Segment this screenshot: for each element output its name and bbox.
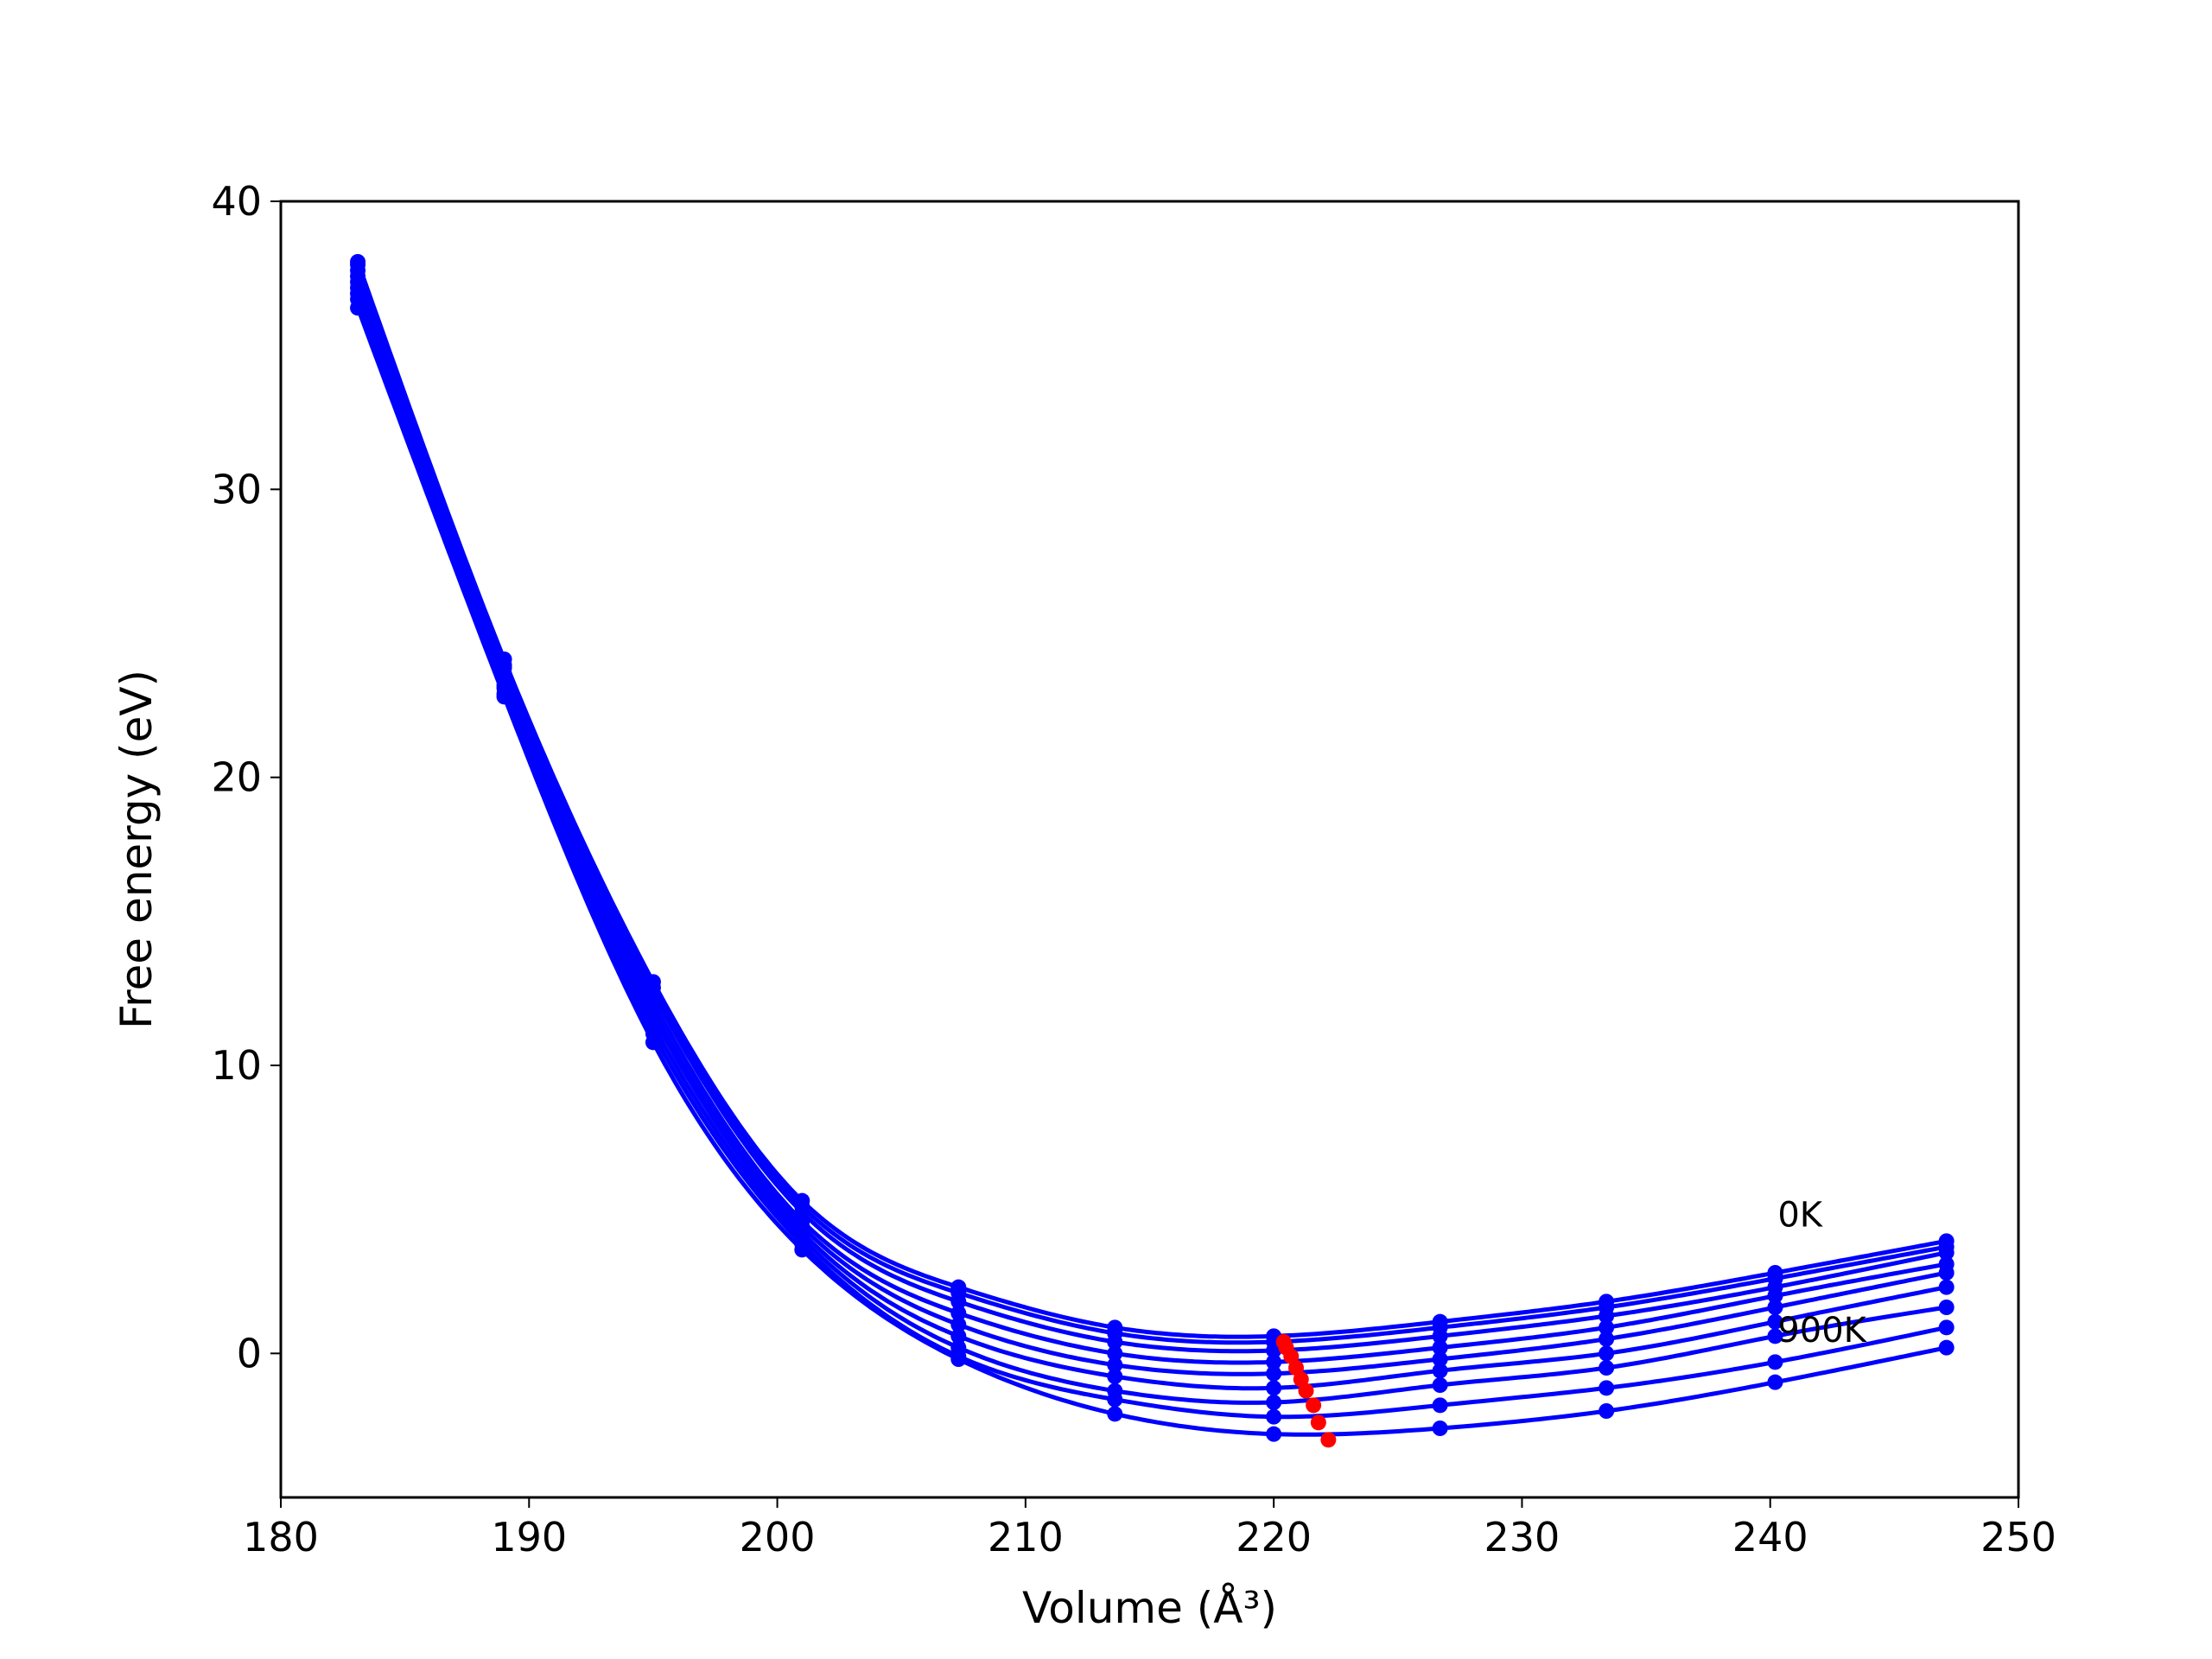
data-point <box>1107 1334 1123 1350</box>
x-tick-label: 240 <box>1732 1514 1808 1560</box>
data-point <box>950 1328 967 1344</box>
x-tick-label: 180 <box>243 1514 319 1560</box>
x-tick-label: 250 <box>1980 1514 2056 1560</box>
y-tick-label: 30 <box>211 466 262 512</box>
data-point <box>794 1242 810 1258</box>
data-point <box>1767 1354 1783 1370</box>
x-tick-label: 220 <box>1236 1514 1312 1560</box>
curve-annotation: 900K <box>1777 1311 1867 1351</box>
data-point <box>1432 1351 1448 1367</box>
data-point <box>1266 1365 1282 1382</box>
data-point <box>1767 1374 1783 1390</box>
data-point <box>1107 1406 1123 1422</box>
data-point <box>1938 1265 1955 1281</box>
data-point <box>1938 1339 1955 1356</box>
data-point <box>1767 1287 1783 1304</box>
data-point <box>950 1305 967 1321</box>
series-line-0 <box>355 261 1948 1339</box>
data-point <box>645 1034 661 1051</box>
series-line-3 <box>355 275 1948 1365</box>
axes-frame <box>279 200 2020 1499</box>
x-axis-label: Volume (Å³) <box>1022 1583 1277 1633</box>
x-tick-label: 190 <box>491 1514 567 1560</box>
minimum-point <box>1298 1382 1314 1399</box>
data-point <box>1266 1354 1282 1370</box>
data-point <box>1938 1244 1955 1261</box>
y-axis-label: Free energy (eV) <box>111 670 162 1029</box>
data-point <box>1767 1313 1783 1330</box>
data-point <box>1266 1408 1282 1425</box>
data-point <box>1767 1300 1783 1315</box>
x-tick-label: 230 <box>1484 1514 1560 1560</box>
data-point <box>1107 1369 1123 1384</box>
series-line-5 <box>355 287 1948 1391</box>
data-point <box>1767 1328 1783 1344</box>
data-point <box>1432 1397 1448 1414</box>
data-point <box>1599 1345 1615 1362</box>
x-tick-label: 210 <box>988 1514 1064 1560</box>
y-axis-ticks: 0 10 20 30 40 <box>211 178 281 1376</box>
plot-area <box>350 254 1955 1442</box>
data-point <box>1599 1403 1615 1419</box>
y-tick-label: 40 <box>211 178 262 225</box>
x-axis-ticks: 180 190 200 210 220 230 240 250 <box>243 1497 2056 1560</box>
data-point <box>1107 1391 1123 1408</box>
data-point <box>1432 1339 1448 1356</box>
data-point <box>950 1317 967 1332</box>
data-point <box>1938 1279 1955 1295</box>
data-point <box>1599 1308 1615 1324</box>
minimum-point <box>1306 1397 1322 1414</box>
data-point <box>1432 1363 1448 1379</box>
data-point <box>1107 1345 1123 1362</box>
data-point <box>350 300 366 316</box>
data-point <box>1432 1421 1448 1436</box>
minima-points <box>1275 1334 1337 1448</box>
data-point <box>950 1294 967 1310</box>
data-point <box>1432 1328 1448 1344</box>
curve-annotation: 0K <box>1777 1196 1823 1236</box>
data-point <box>1266 1380 1282 1396</box>
y-tick-label: 20 <box>211 754 262 801</box>
data-point <box>950 1351 967 1367</box>
data-point <box>1432 1377 1448 1393</box>
series-line-7 <box>355 298 1948 1420</box>
data-point <box>1599 1331 1615 1347</box>
data-point <box>1266 1426 1282 1442</box>
x-tick-label: 200 <box>740 1514 816 1560</box>
series-line-1 <box>355 264 1948 1345</box>
data-point <box>1107 1357 1123 1373</box>
y-tick-label: 10 <box>211 1042 262 1089</box>
series-line-4 <box>355 281 1948 1376</box>
data-point <box>1599 1380 1615 1396</box>
annotations: 0K 900K <box>1777 1196 1867 1351</box>
series-line-6 <box>355 292 1948 1405</box>
data-point <box>1938 1300 1955 1315</box>
minimum-point <box>1320 1432 1337 1448</box>
data-point <box>496 689 512 705</box>
data-point <box>1938 1319 1955 1336</box>
series-line-2 <box>355 270 1948 1354</box>
minimum-point <box>1310 1414 1326 1431</box>
data-point <box>1599 1319 1615 1336</box>
data-point <box>1599 1360 1615 1376</box>
y-tick-label: 0 <box>237 1330 262 1376</box>
series-line-8 <box>355 307 1948 1437</box>
data-point <box>1266 1395 1282 1410</box>
